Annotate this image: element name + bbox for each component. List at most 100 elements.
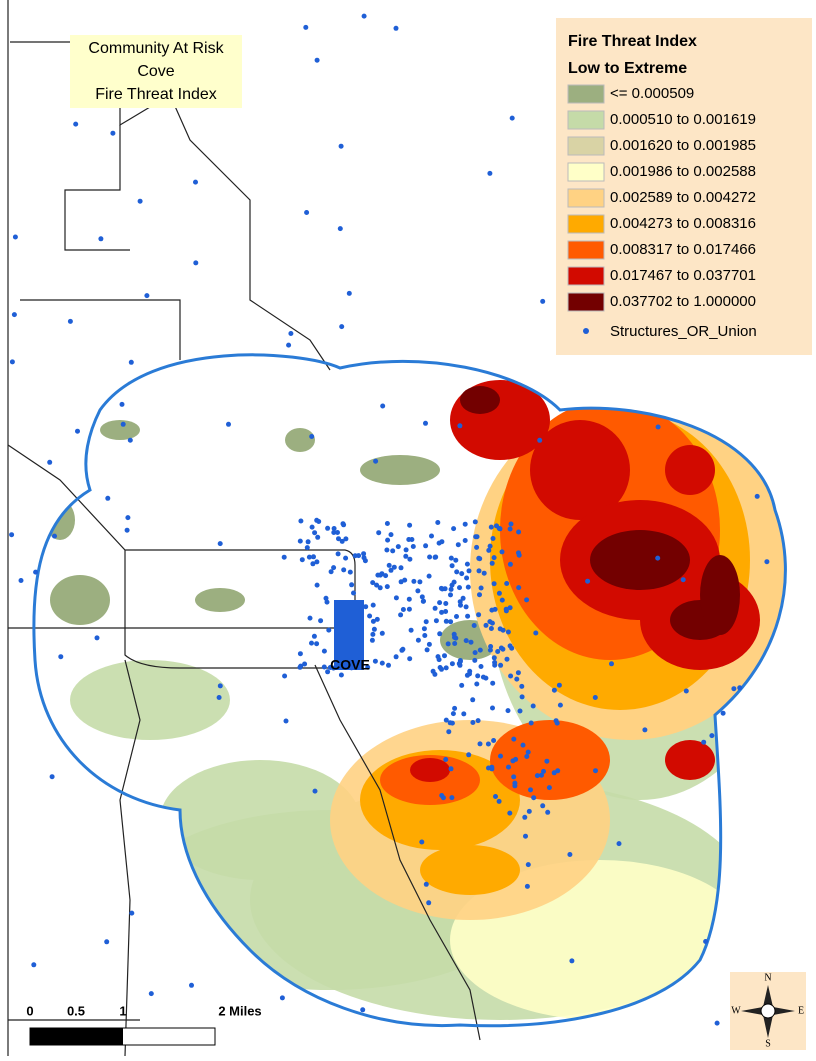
structure-point: [311, 554, 316, 560]
structure-point: [339, 538, 345, 544]
legend-label: <= 0.000509: [610, 85, 694, 102]
structure-point: [384, 521, 390, 526]
structure-point: [463, 604, 469, 610]
structure-point: [193, 179, 198, 185]
structure-point: [470, 720, 476, 725]
structure-point: [489, 620, 495, 626]
structure-point: [488, 524, 494, 530]
structure-point: [701, 739, 707, 745]
structure-point: [335, 551, 341, 557]
structure-point: [120, 421, 126, 427]
structure-point: [554, 720, 560, 726]
structure-point: [321, 664, 327, 670]
structure-point: [309, 434, 315, 439]
legend-swatch: [567, 188, 605, 208]
structure-point: [487, 543, 493, 549]
structure-point: [709, 733, 715, 739]
structure-point: [73, 121, 79, 127]
scale-label: 0.5: [67, 1003, 85, 1018]
structure-point: [372, 658, 378, 664]
structure-point: [379, 660, 385, 666]
structure-point: [475, 718, 481, 724]
structure-point: [365, 664, 371, 670]
structure-point: [461, 711, 467, 717]
structure-point: [731, 686, 737, 692]
structure-point: [487, 170, 493, 176]
structure-point: [406, 537, 412, 542]
structure-point: [351, 590, 356, 596]
structure-point: [524, 597, 530, 603]
structure-point: [110, 130, 116, 136]
structure-point: [516, 550, 521, 556]
structure-point: [593, 768, 598, 774]
structure-point: [592, 695, 598, 700]
legend-swatch: [567, 240, 605, 260]
structure-point: [393, 654, 399, 660]
structure-point: [448, 619, 454, 625]
structure-point: [457, 659, 463, 664]
structure-point: [361, 551, 367, 557]
structure-point: [495, 649, 501, 654]
legend-subtitle: Low to Extreme: [568, 60, 687, 77]
title-line: Cove: [137, 63, 174, 80]
structure-point: [443, 601, 449, 606]
legend-swatch: [567, 266, 605, 286]
structure-point: [370, 618, 376, 624]
structure-point: [476, 612, 482, 618]
fire-threat-raster: [33, 354, 786, 1026]
structure-point: [384, 547, 390, 553]
structure-point: [507, 605, 513, 611]
structure-point: [737, 685, 743, 691]
structure-point: [393, 25, 399, 31]
raster-zone: [700, 555, 740, 635]
structure-point: [465, 584, 471, 590]
structure-point: [450, 711, 456, 717]
legend-label: 0.037702 to 1.000000: [610, 293, 756, 310]
structure-point: [528, 720, 534, 726]
structure-point: [371, 626, 377, 632]
structure-point: [516, 585, 522, 591]
structure-point: [105, 495, 111, 501]
structure-point: [433, 618, 439, 624]
structure-point: [58, 654, 64, 660]
structure-point: [388, 532, 394, 538]
structure-point: [455, 542, 461, 548]
structure-point: [468, 639, 474, 645]
raster-zone: [665, 445, 715, 495]
legend-swatch: [567, 110, 605, 130]
title-line: Community At Risk: [88, 40, 224, 57]
structure-point: [419, 839, 425, 845]
structure-point: [443, 609, 449, 614]
structure-point: [18, 578, 24, 583]
raster-zone: [285, 428, 315, 452]
structure-point: [462, 538, 468, 543]
structure-point: [483, 622, 489, 628]
structure-point: [343, 555, 349, 561]
structure-point: [478, 585, 484, 591]
structure-point: [447, 720, 453, 726]
compass: N E S W: [730, 972, 806, 1050]
structure-point: [403, 547, 409, 553]
structure-point: [541, 768, 546, 774]
structure-point: [714, 1020, 720, 1026]
structure-point: [485, 741, 491, 747]
structure-point: [426, 641, 432, 647]
structure-point: [12, 234, 18, 240]
structure-point: [496, 798, 502, 804]
structure-point: [507, 810, 513, 816]
structure-point: [525, 749, 531, 755]
structure-point: [452, 705, 458, 711]
structure-point: [367, 613, 373, 619]
legend: Fire Threat Index Low to Extreme <= 0.00…: [556, 18, 812, 355]
structure-point: [314, 57, 320, 63]
structure-point: [335, 530, 340, 535]
structure-point: [451, 579, 457, 585]
structure-point: [340, 521, 346, 527]
structure-point: [489, 560, 495, 566]
structure-point: [504, 656, 510, 662]
structure-point: [489, 607, 495, 613]
structure-point: [124, 527, 130, 533]
structure-point: [524, 883, 530, 889]
structure-point: [508, 673, 514, 679]
structure-point: [217, 683, 223, 689]
